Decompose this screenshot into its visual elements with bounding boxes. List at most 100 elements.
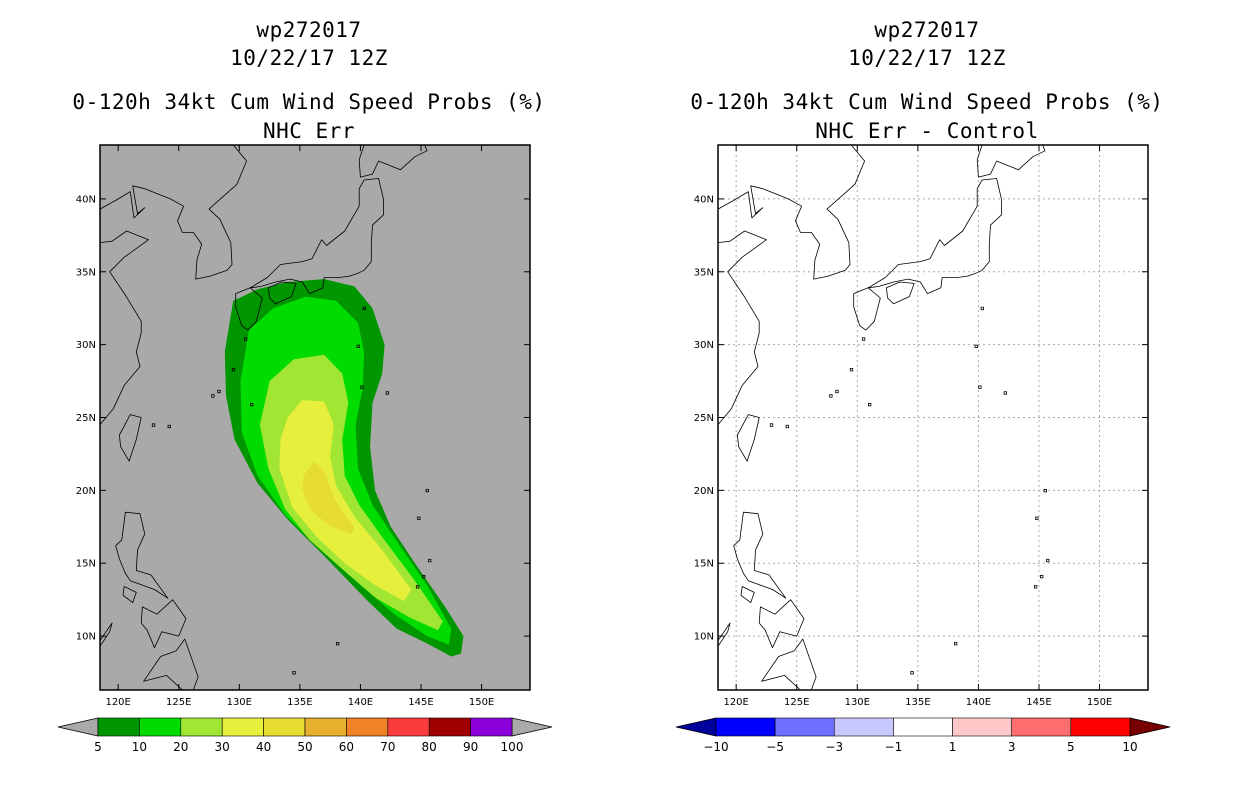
x-tick-label: 135E (287, 697, 312, 708)
island-outline (910, 671, 914, 675)
coast-mindoro (740, 586, 755, 603)
island-outline (1046, 558, 1050, 563)
colorbar-swatch (139, 717, 182, 737)
colorbar-extend-low (57, 717, 99, 737)
chart-subtitle: NHC Err (262, 119, 355, 143)
colorbar-label: 90 (463, 740, 478, 754)
coast-mindoro (122, 586, 137, 603)
chart-subtitle: NHC Err - Control (815, 119, 1039, 143)
island-outline (360, 385, 364, 389)
coast-hokkaido (358, 145, 428, 178)
difference-map: 120E 125E 130E 135E 140E 145E 150E 10N 15N 20N 25N… (675, 144, 1171, 754)
island-outline (980, 306, 984, 311)
island-outline (415, 585, 420, 589)
x-tick-label: 150E (469, 697, 494, 708)
island-outline (385, 391, 389, 395)
colorbar-label: 70 (380, 740, 395, 754)
coast-kyushu (853, 287, 881, 331)
island-outline (849, 368, 854, 372)
colorbar-swatch (1070, 717, 1131, 737)
colorbar-swatch (715, 717, 776, 737)
coast-visayas (758, 599, 805, 649)
colorbar-label: −1 (885, 740, 903, 754)
coast-hokkaido (976, 145, 1046, 178)
colorbar-swatch (221, 717, 264, 737)
y-tick-label: 15N (76, 559, 96, 570)
island-outline (1043, 488, 1047, 493)
island-outline (336, 641, 340, 646)
x-tick-label: 145E (408, 697, 433, 708)
coast-shikoku (886, 281, 915, 305)
island-outline (211, 394, 215, 398)
island-outline (356, 344, 360, 348)
island-outline (250, 402, 254, 407)
date-title: 10/22/17 12Z (848, 46, 1006, 70)
x-tick-label: 150E (1087, 697, 1112, 708)
colorbar-label: 100 (501, 740, 524, 754)
island-outline (425, 488, 429, 493)
x-tick-label: 120E (105, 697, 130, 708)
island-outline (428, 558, 432, 563)
colorbar-label: 30 (215, 740, 230, 754)
island-outline (1040, 574, 1044, 579)
island-outline (217, 389, 221, 394)
island-outline (243, 337, 248, 341)
colorbar-swatch (180, 717, 223, 737)
coast-luzon (115, 511, 169, 599)
prob-area-30-40 (279, 400, 412, 602)
colorbar-swatch (97, 717, 140, 737)
coast-kyushu (235, 287, 263, 331)
chart-panel-nhc-err: wp272017 10/22/17 12Z 0-120h 34kt Cum Wi… (57, 18, 553, 754)
coast-shikoku (268, 281, 297, 305)
colorbar-label: 5 (1067, 740, 1075, 754)
x-tick-label: 140E (966, 697, 991, 708)
island-outline (1035, 516, 1039, 520)
colorbar-swatch (304, 717, 347, 737)
colorbar-extend-high (1129, 717, 1171, 737)
storm-id-title: wp272017 (874, 18, 980, 42)
colorbar-swatch (387, 717, 430, 737)
island-outline (769, 423, 774, 427)
colorbar-label: −5 (766, 740, 784, 754)
y-tick-label: 25N (694, 413, 714, 424)
colorbar-label: −10 (703, 740, 728, 754)
coast-palawan (100, 622, 113, 647)
colorbar-swatch (263, 717, 306, 737)
coast-honshu (249, 178, 384, 294)
colorbar-swatch (833, 717, 894, 737)
x-tick-label: 125E (784, 697, 809, 708)
y-tick-label: 10N (76, 632, 96, 643)
coast-palawan (718, 622, 731, 647)
y-tick-label: 20N (76, 486, 96, 497)
x-tick-label: 125E (166, 697, 191, 708)
colorbar-swatch (952, 717, 1013, 737)
island-outline (167, 424, 171, 429)
colorbar-label: 1 (949, 740, 957, 754)
colorbar-swatch (470, 717, 513, 737)
coast-asia-mainland (100, 145, 247, 280)
island-outline (1003, 391, 1007, 395)
coast-china-east (718, 230, 767, 426)
colorbar-label: 20 (173, 740, 188, 754)
colorbar-label: 10 (1122, 740, 1137, 754)
x-tick-label: 140E (348, 697, 373, 708)
wind-prob-map: 120E 125E 130E 135E 140E 145E 150E 10N 15N 20N 25N… (57, 144, 553, 754)
island-outline (151, 423, 156, 427)
coast-taiwan (737, 414, 760, 462)
island-outline (861, 337, 866, 341)
island-outline (954, 641, 958, 646)
island-outline (422, 574, 426, 579)
coast-taiwan (119, 414, 142, 462)
x-tick-label: 145E (1026, 697, 1051, 708)
island-outline (292, 671, 296, 675)
prob-area-40-50 (302, 461, 355, 535)
y-tick-label: 40N (76, 194, 96, 205)
y-tick-label: 20N (694, 486, 714, 497)
island-outline (1033, 585, 1038, 589)
colorbar-label: 40 (256, 740, 271, 754)
colorbar-label: 60 (339, 740, 354, 754)
x-tick-label: 130E (227, 697, 252, 708)
island-outline (974, 344, 978, 348)
y-tick-label: 15N (694, 559, 714, 570)
colorbar-label: 80 (422, 740, 437, 754)
